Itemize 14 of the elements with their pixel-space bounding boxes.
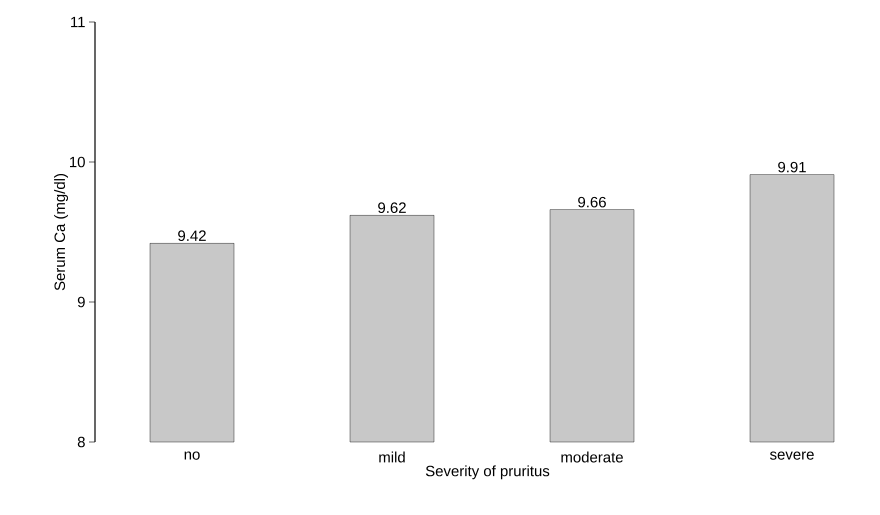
- x-tick-label: moderate: [561, 452, 623, 462]
- y-tick-label: 9: [78, 296, 85, 308]
- data-label: 9.91: [778, 162, 806, 172]
- y-tick-label: 10: [70, 156, 85, 168]
- x-tick-label: no: [184, 452, 200, 460]
- data-label: 9.62: [378, 202, 406, 213]
- y-tick-label: 11: [71, 16, 85, 28]
- data-label: 9.42: [178, 230, 206, 241]
- y-tick-label: 8: [78, 436, 85, 448]
- x-tick-label: mild: [379, 452, 405, 462]
- x-tick-label: severe: [770, 452, 814, 460]
- x-axis-title: Severity of pruritus: [426, 465, 550, 480]
- data-label: 9.66: [578, 196, 606, 208]
- y-axis-title: Serum Ca (mg/dl): [54, 174, 68, 290]
